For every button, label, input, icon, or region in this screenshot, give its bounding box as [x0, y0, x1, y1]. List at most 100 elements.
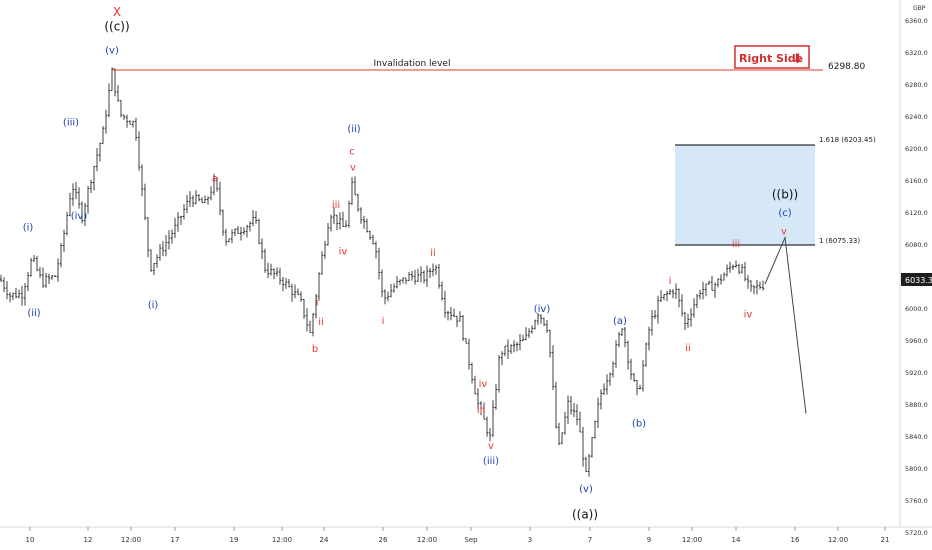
x-tick-label: 17 [171, 536, 180, 544]
candle [38, 267, 42, 278]
candle [20, 285, 24, 306]
candle [65, 211, 69, 236]
wave-label: iv [339, 246, 348, 257]
candle [263, 248, 267, 273]
candle [200, 197, 204, 203]
candle [524, 327, 528, 341]
candle [494, 384, 498, 410]
candle [23, 283, 27, 306]
candle [293, 284, 297, 299]
candle [278, 267, 282, 285]
candle [554, 381, 558, 429]
candle [395, 276, 399, 289]
y-tick-label: 6320.0 [905, 49, 928, 57]
candle [269, 263, 273, 276]
candle [380, 269, 384, 298]
candle [692, 298, 696, 318]
wave-label: ((b)) [772, 187, 798, 201]
candle [701, 281, 705, 300]
candle [92, 165, 96, 191]
candle [677, 288, 681, 308]
candle [542, 317, 546, 326]
candle [602, 383, 606, 395]
candle [464, 338, 468, 344]
candle [350, 177, 354, 205]
candle [635, 380, 639, 396]
last-price-box [901, 273, 932, 286]
candle [206, 196, 210, 205]
candle [503, 345, 507, 357]
candle [530, 325, 534, 334]
candle [734, 260, 738, 268]
candle [32, 255, 36, 263]
candle [656, 295, 660, 324]
wave-label: ((a)) [572, 507, 598, 521]
wave-label: v [488, 441, 494, 452]
candle [404, 277, 408, 285]
wave-label: (ii) [27, 308, 40, 319]
candle [671, 289, 675, 299]
y-tick-label: 5720.0 [905, 529, 928, 537]
candle [257, 218, 261, 245]
candle [737, 263, 741, 275]
candle [353, 176, 357, 196]
candle [587, 453, 591, 477]
candle [680, 294, 684, 317]
candle [425, 265, 429, 287]
x-tick-label: 12:00 [121, 536, 141, 544]
wave-label: (v) [105, 46, 119, 57]
candle [53, 275, 57, 277]
x-tick-label: 12:00 [272, 536, 292, 544]
candle [482, 402, 486, 420]
candle [584, 456, 588, 472]
x-tick-label: 12:00 [682, 536, 702, 544]
candle [215, 177, 219, 192]
candle [329, 214, 333, 232]
candle [560, 432, 564, 445]
y-tick-label: 5800.0 [905, 465, 928, 473]
candle [344, 220, 348, 228]
wave-label: i [669, 276, 672, 287]
candle [272, 268, 276, 280]
candle [653, 310, 657, 319]
wave-label: c [349, 146, 355, 157]
candle [335, 214, 339, 231]
wave-label: a [212, 174, 218, 185]
candle [431, 263, 435, 277]
candle [17, 289, 21, 299]
candle [755, 279, 759, 295]
wave-label: iii [477, 405, 485, 416]
candle [149, 249, 153, 272]
candle [752, 285, 756, 295]
candle [314, 294, 318, 319]
candle [47, 273, 51, 284]
candle [548, 329, 552, 358]
candle [614, 340, 618, 368]
candle [11, 292, 15, 300]
candle [605, 374, 609, 395]
candle [557, 422, 561, 446]
candle [536, 313, 540, 325]
candle [2, 277, 6, 293]
wave-label: iv [744, 310, 753, 321]
candle [167, 230, 171, 250]
candle [419, 266, 423, 283]
candle [242, 227, 246, 235]
candle [209, 186, 213, 201]
candle [512, 340, 516, 353]
candle [470, 362, 474, 384]
candle [230, 229, 234, 244]
wave-labels-layer: X((c))(v)(i)(ii)(iii)(iv)(i)abiiiiiiiv(i… [23, 5, 798, 521]
y-tick-label: 6360.0 [905, 17, 928, 25]
candle [506, 339, 510, 359]
candle [362, 215, 366, 229]
candle [608, 372, 612, 386]
candle [434, 264, 438, 275]
wave-label: (iv) [534, 304, 551, 315]
candle [107, 83, 111, 118]
badge-text: Right Side [739, 52, 803, 65]
wave-label: (b) [632, 418, 646, 429]
candle [368, 230, 372, 240]
candle [545, 320, 549, 333]
candle [650, 310, 654, 336]
